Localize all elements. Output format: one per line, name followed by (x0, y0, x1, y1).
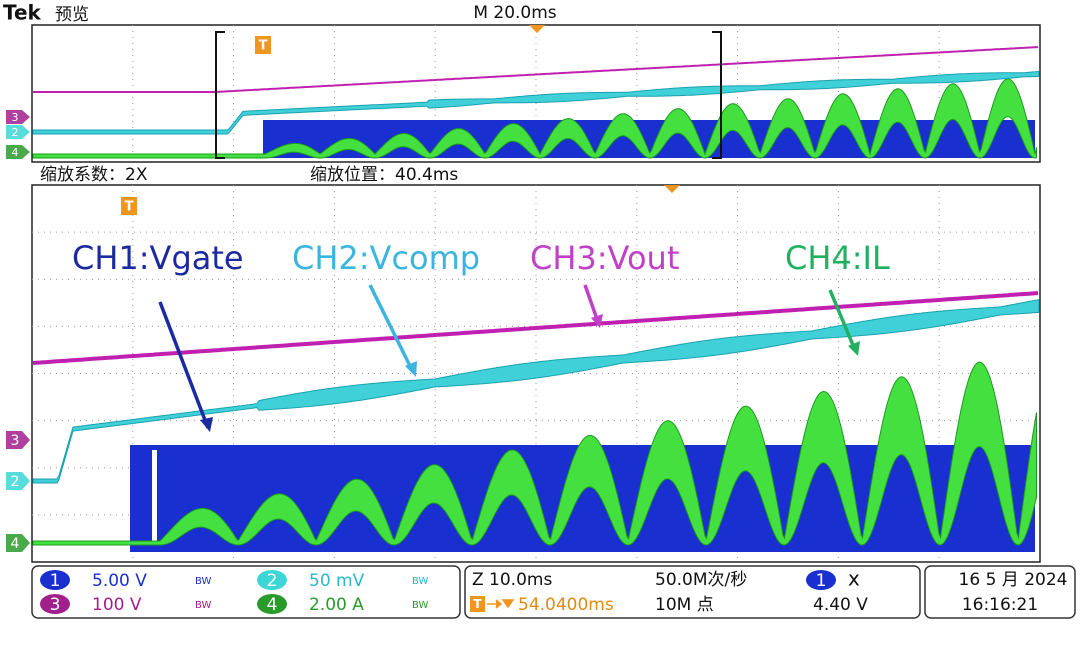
arrow-head (200, 417, 213, 432)
zoom-position: 缩放位置：40.4ms (310, 165, 458, 185)
record-length: 10M 点 (655, 595, 714, 615)
channel-scale: 100 V (92, 595, 142, 615)
timebase: M 20.0ms (473, 3, 556, 23)
sample-rate: 50.0M次/秒 (655, 570, 747, 590)
bandwidth-limit: BW (412, 576, 429, 587)
horizontal-box (464, 565, 921, 619)
date: 16 5 月 2024 (959, 570, 1068, 590)
arrow (583, 284, 600, 323)
channel-marker (6, 534, 30, 552)
channel-badge (257, 594, 287, 614)
channel-badge (40, 594, 70, 614)
vertical-box (31, 565, 461, 619)
bandwidth-limit: BW (412, 600, 429, 611)
annotation: CH4:IL (785, 239, 890, 277)
channel-marker (6, 110, 30, 124)
channel-marker-label: 3 (11, 433, 20, 449)
channel-marker (6, 472, 30, 490)
channel-id: 4 (267, 595, 278, 615)
trigger-pos-marker (664, 185, 680, 193)
annotation: CH1:Vgate (72, 239, 244, 277)
ch1-gap (152, 450, 157, 542)
channel-marker-label: 4 (11, 536, 20, 552)
time: 16:16:21 (962, 595, 1038, 615)
waveforms (32, 46, 1040, 552)
zoom-scale: Z 10.0ms (472, 570, 552, 590)
datetime-box (924, 565, 1076, 619)
trigger-position: 54.0400ms (518, 595, 614, 615)
channel-scale: 5.00 V (92, 571, 147, 591)
channel-marker-label: 3 (12, 111, 19, 124)
channel-marker (6, 431, 30, 449)
ch2-wave (32, 298, 1040, 484)
ch4-wave (32, 78, 1037, 159)
channel-scale: 2.00 A (309, 595, 364, 615)
channel-markers: 3 2 4 3 2 4 (6, 110, 30, 552)
channel-badge (257, 570, 287, 590)
arrow-head (848, 341, 860, 356)
channel-marker-label: 2 (12, 126, 19, 139)
arrow (158, 301, 210, 429)
zoom-factor: 缩放系数：2X (40, 165, 148, 185)
ch4-wave (32, 361, 1037, 546)
bandwidth-limit: BW (195, 576, 212, 587)
trigger-badge (470, 596, 485, 612)
channel-scale: 50 mV (309, 571, 365, 591)
channel-marker-label: 4 (12, 146, 19, 159)
channel-marker (6, 145, 30, 159)
arrow-head (405, 361, 417, 377)
channel-id: 1 (50, 571, 61, 591)
trigger-label: T (473, 597, 482, 611)
trigger-badge (255, 36, 271, 54)
annotation: CH2:Vcomp (292, 239, 480, 277)
channel-marker (6, 125, 30, 139)
channel-marker-label: 2 (11, 474, 20, 490)
arrow (368, 284, 415, 373)
brand: Tek (3, 1, 42, 25)
channel-id: 3 (50, 595, 61, 615)
trigger-label: T (259, 39, 268, 54)
trigger-source-badge (806, 570, 836, 590)
ch3-wave (33, 46, 1039, 93)
channel-badge (40, 570, 70, 590)
trigger-slope: x (848, 567, 860, 591)
mode: 预览 (55, 5, 89, 25)
channel-id: 2 (267, 571, 278, 591)
trigger-level: 4.40 V (813, 595, 868, 615)
arrow-head (591, 314, 603, 328)
zoom-bracket (215, 31, 722, 159)
trigger-source: 1 (816, 571, 827, 591)
ch3-wave (32, 291, 1039, 365)
annotations: CH1:Vgate CH2:Vcomp CH3:Vout CH4:IL (72, 239, 890, 432)
ch2-wave (32, 70, 1040, 135)
arrow (828, 289, 857, 351)
bandwidth-limit: BW (195, 600, 212, 611)
trigger-badge (121, 197, 137, 215)
status-bar: 1 5.00 V BW 2 50 mV BW 3 100 V BW 4 2.00 A BW (40, 570, 429, 615)
trigger-label: T (125, 200, 134, 215)
annotation: CH3:Vout (530, 239, 679, 277)
trigger-arrow (487, 599, 515, 609)
trigger-pos-marker (529, 25, 545, 33)
